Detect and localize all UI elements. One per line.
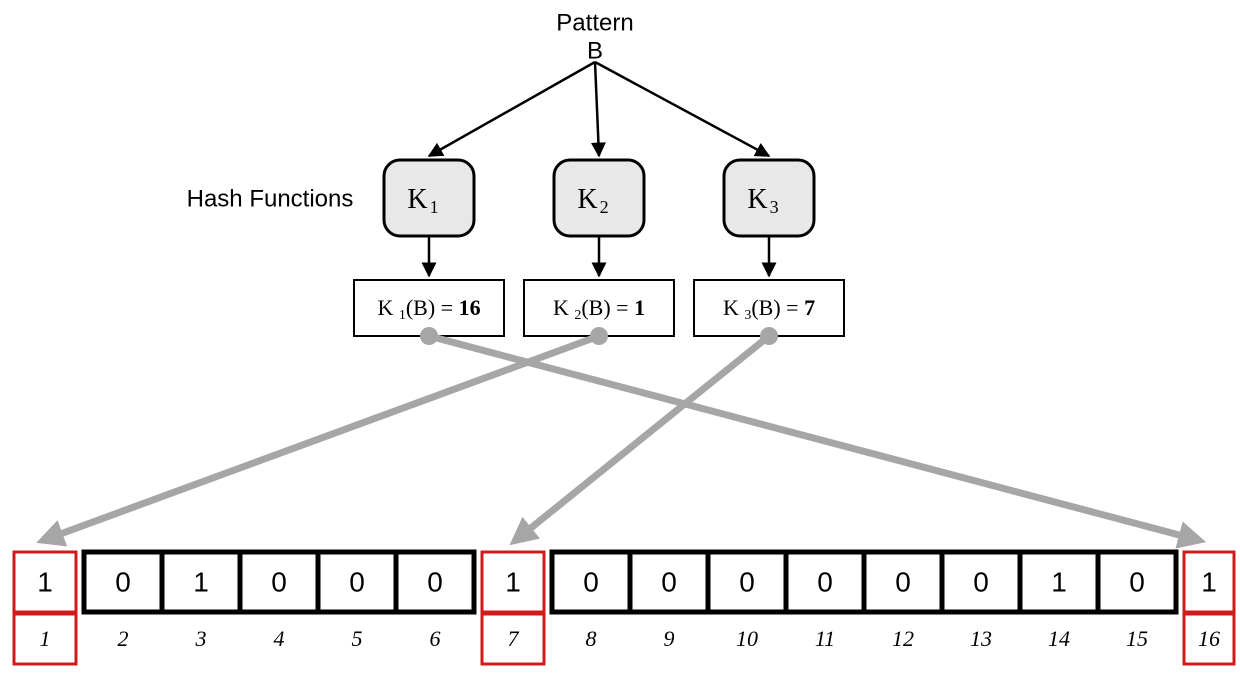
svg-text:16: 16 [1198,626,1220,651]
bit-group-5: 1 [1184,552,1234,612]
svg-text:7: 7 [508,626,520,651]
svg-text:11: 11 [815,626,835,651]
svg-text:1: 1 [193,566,209,597]
map-arrow-1 [429,336,1198,540]
svg-text:8: 8 [586,626,597,651]
svg-text:K 3(B) = 7: K 3(B) = 7 [723,295,815,323]
svg-text:0: 0 [739,566,755,597]
svg-text:0: 0 [427,566,443,597]
svg-text:14: 14 [1048,626,1070,651]
svg-text:5: 5 [352,626,363,651]
svg-text:1: 1 [37,566,53,597]
svg-text:0: 0 [271,566,287,597]
hash-box-3: K3 [724,160,814,236]
svg-text:10: 10 [736,626,758,651]
svg-text:B: B [587,37,603,64]
svg-text:K 1(B) = 16: K 1(B) = 16 [377,295,480,323]
svg-text:0: 0 [817,566,833,597]
svg-text:Hash Functions: Hash Functions [187,185,354,212]
svg-text:0: 0 [661,566,677,597]
svg-text:4: 4 [274,626,285,651]
svg-text:13: 13 [970,626,992,651]
svg-text:K 2(B) = 1: K 2(B) = 1 [553,295,645,323]
bit-group-3: 1 [482,552,544,612]
svg-text:0: 0 [895,566,911,597]
svg-text:1: 1 [505,566,521,597]
bit-group-4: 0 0 0 0 0 0 1 0 [552,552,1176,612]
hash-box-2: K2 [554,160,644,236]
svg-text:1: 1 [1051,566,1067,597]
svg-text:1: 1 [1201,566,1217,597]
svg-text:0: 0 [1129,566,1145,597]
svg-text:9: 9 [664,626,675,651]
svg-text:2: 2 [118,626,129,651]
svg-text:1: 1 [40,626,51,651]
svg-text:6: 6 [430,626,441,651]
svg-text:0: 0 [115,566,131,597]
svg-text:15: 15 [1126,626,1148,651]
svg-text:3: 3 [195,626,207,651]
hash-box-1: K1 [384,160,474,236]
svg-text:0: 0 [349,566,365,597]
svg-text:0: 0 [973,566,989,597]
map-arrow-2 [44,336,599,540]
svg-text:Pattern: Pattern [556,9,633,36]
svg-text:0: 0 [583,566,599,597]
bit-group-1: 1 [14,552,76,612]
bit-group-2: 0 1 0 0 0 [84,552,474,612]
svg-text:12: 12 [892,626,914,651]
